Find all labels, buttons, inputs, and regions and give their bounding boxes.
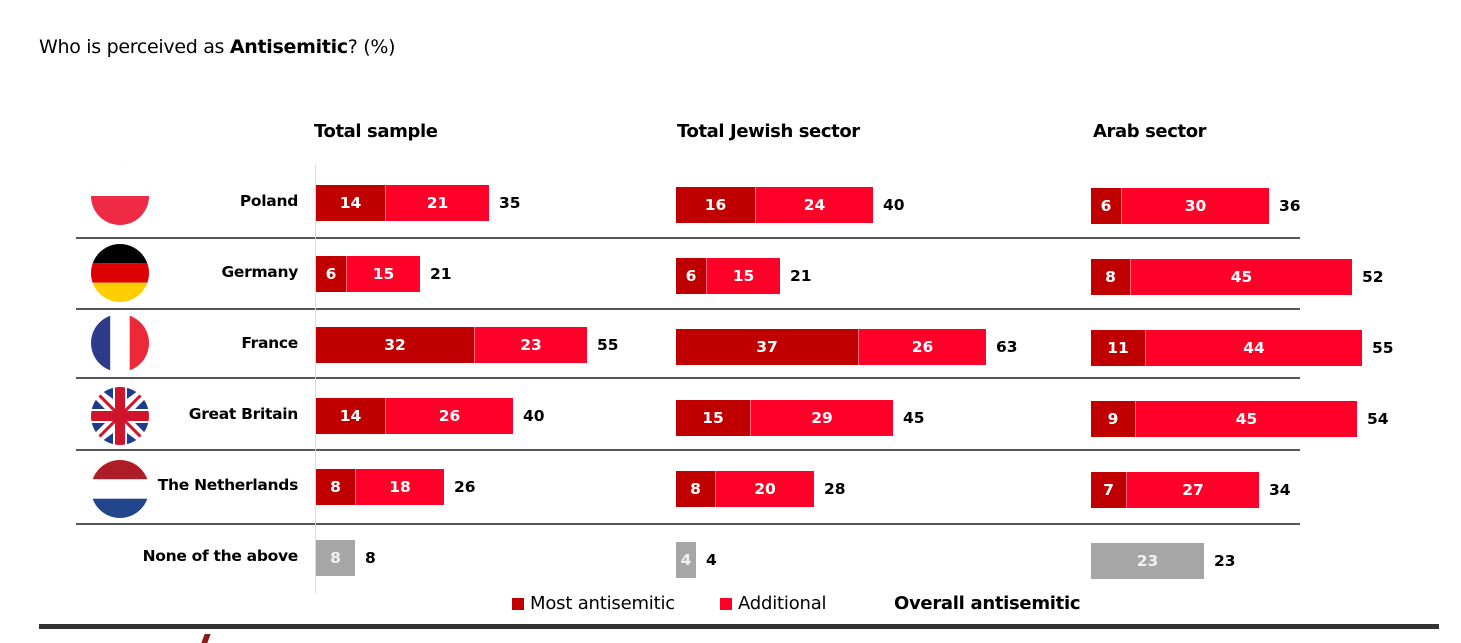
- bar-total-sample-poland-most: 14: [316, 185, 385, 221]
- bar-jewish-sector-france-additional: 26: [858, 329, 986, 365]
- bar-jewish-sector-poland-additional: 24: [755, 187, 873, 223]
- bar-jewish-sector-none-of-the-above-none: 4: [676, 542, 696, 578]
- total-label-jewish-sector-germany: 21: [790, 267, 812, 285]
- france-flag-icon: [91, 314, 149, 372]
- bar-jewish-sector-the-netherlands-additional: 20: [715, 471, 814, 507]
- bar-arab-sector-poland-most: 6: [1091, 188, 1121, 224]
- total-label-total-sample-germany: 21: [430, 265, 452, 283]
- bar-arab-sector-great-britain-most: 9: [1091, 401, 1135, 437]
- bar-total-sample-the-netherlands-additional: 18: [355, 469, 444, 505]
- category-axis-line: [315, 165, 316, 593]
- panel-title-total-sample: Total sample: [314, 121, 438, 142]
- footer-divider: [39, 624, 1439, 629]
- total-label-total-sample-poland: 35: [499, 194, 521, 212]
- row-label-none: None of the above: [142, 547, 299, 565]
- bar-arab-sector-the-netherlands-additional: 27: [1126, 472, 1259, 508]
- bar-jewish-sector-germany-additional: 15: [706, 258, 780, 294]
- total-label-jewish-sector-none-of-the-above: 4: [706, 551, 717, 569]
- germany-flag-icon: [91, 244, 149, 302]
- total-label-jewish-sector-great-britain: 45: [903, 409, 925, 427]
- row-separator: [76, 308, 1300, 310]
- total-label-arab-sector-poland: 36: [1279, 197, 1301, 215]
- total-label-total-sample-the-netherlands: 26: [454, 478, 476, 496]
- bar-arab-sector-great-britain-additional: 45: [1135, 401, 1357, 437]
- logo-fragment: [201, 634, 211, 643]
- bar-total-sample-great-britain-additional: 26: [385, 398, 513, 434]
- total-label-jewish-sector-the-netherlands: 28: [824, 480, 846, 498]
- bar-jewish-sector-the-netherlands-most: 8: [676, 471, 715, 507]
- bar-jewish-sector-poland-most: 16: [676, 187, 755, 223]
- bar-total-sample-france-most: 32: [316, 327, 474, 363]
- bar-arab-sector-none-of-the-above-none: 23: [1091, 543, 1204, 579]
- row-separator: [76, 377, 1300, 379]
- total-label-arab-sector-the-netherlands: 34: [1269, 481, 1291, 499]
- total-label-arab-sector-germany: 52: [1362, 268, 1384, 286]
- great-britain-flag-icon: [91, 387, 149, 445]
- title-suffix: ? (%): [347, 36, 396, 58]
- poland-flag-icon: [91, 167, 149, 225]
- bar-jewish-sector-france-most: 37: [676, 329, 858, 365]
- row-separator: [76, 237, 1300, 239]
- total-label-jewish-sector-poland: 40: [883, 196, 905, 214]
- total-label-arab-sector-france: 55: [1372, 339, 1394, 357]
- bar-total-sample-none-of-the-above-none: 8: [316, 540, 355, 576]
- bar-arab-sector-germany-additional: 45: [1130, 259, 1352, 295]
- bar-arab-sector-the-netherlands-most: 7: [1091, 472, 1126, 508]
- bar-total-sample-france-additional: 23: [474, 327, 587, 363]
- legend-label-overall: Overall antisemitic: [894, 593, 1081, 614]
- legend-swatch-most: [512, 597, 524, 610]
- total-label-arab-sector-none-of-the-above: 23: [1214, 552, 1236, 570]
- row-label-france: France: [241, 334, 298, 352]
- row-label-poland: Poland: [239, 192, 298, 210]
- legend-item-most: Most antisemitic: [512, 593, 675, 614]
- bar-arab-sector-germany-most: 8: [1091, 259, 1130, 295]
- row-separator: [76, 449, 1300, 451]
- title-bold: Antisemitic: [229, 36, 348, 58]
- title-prefix: Who is perceived as: [39, 36, 230, 58]
- bar-total-sample-germany-most: 6: [316, 256, 346, 292]
- total-label-jewish-sector-france: 63: [996, 338, 1018, 356]
- chart-title: Who is perceived as Antisemitic? (%): [39, 36, 396, 58]
- bar-total-sample-great-britain-most: 14: [316, 398, 385, 434]
- bar-total-sample-poland-additional: 21: [385, 185, 489, 221]
- bar-arab-sector-poland-additional: 30: [1121, 188, 1269, 224]
- panel-title-arab-sector: Arab sector: [1093, 121, 1207, 142]
- total-label-arab-sector-great-britain: 54: [1367, 410, 1389, 428]
- total-label-total-sample-france: 55: [597, 336, 619, 354]
- bar-total-sample-germany-additional: 15: [346, 256, 420, 292]
- bar-arab-sector-france-additional: 44: [1145, 330, 1362, 366]
- netherlands-flag-icon: [91, 460, 149, 518]
- panel-title-jewish-sector: Total Jewish sector: [677, 121, 860, 142]
- bar-jewish-sector-great-britain-additional: 29: [750, 400, 893, 436]
- legend-label-additional: Additional: [738, 593, 827, 614]
- total-label-total-sample-great-britain: 40: [523, 407, 545, 425]
- legend-swatch-additional: [720, 597, 732, 610]
- row-separator: [76, 523, 1300, 525]
- bar-arab-sector-france-most: 11: [1091, 330, 1145, 366]
- legend-label-most: Most antisemitic: [530, 593, 675, 614]
- bar-total-sample-the-netherlands-most: 8: [316, 469, 355, 505]
- row-label-germany: Germany: [221, 263, 298, 281]
- bar-jewish-sector-germany-most: 6: [676, 258, 706, 294]
- row-label-great-britain: Great Britain: [188, 405, 299, 423]
- total-label-total-sample-none-of-the-above: 8: [365, 549, 376, 567]
- row-label-netherlands: The Netherlands: [157, 476, 299, 494]
- legend-item-additional: Additional: [720, 593, 827, 614]
- bar-jewish-sector-great-britain-most: 15: [676, 400, 750, 436]
